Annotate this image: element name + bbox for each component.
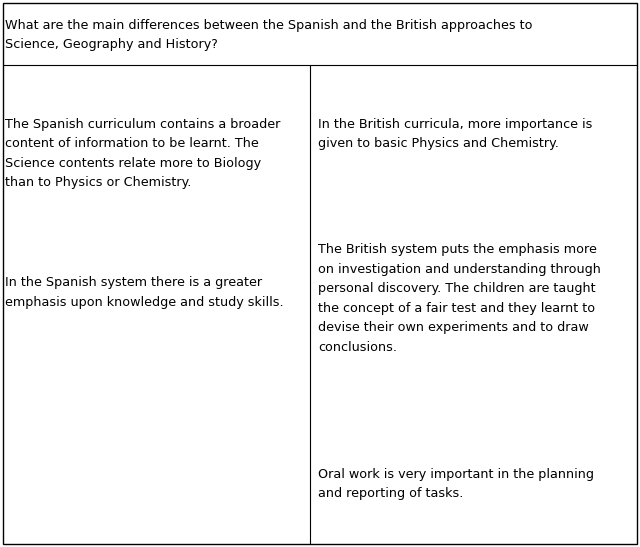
Text: The Spanish curriculum contains a broader
content of information to be learnt. T: The Spanish curriculum contains a broade… — [5, 118, 280, 189]
Text: In the Spanish system there is a greater
emphasis upon knowledge and study skill: In the Spanish system there is a greater… — [5, 276, 284, 309]
Text: The British system puts the emphasis more
on investigation and understanding thr: The British system puts the emphasis mor… — [318, 243, 601, 354]
Text: Oral work is very important in the planning
and reporting of tasks.: Oral work is very important in the plann… — [318, 468, 594, 500]
Text: In the British curricula, more importance is
given to basic Physics and Chemistr: In the British curricula, more importanc… — [318, 118, 593, 150]
Text: Science, Geography and History?: Science, Geography and History? — [5, 38, 218, 51]
Text: What are the main differences between the Spanish and the British approaches to: What are the main differences between th… — [5, 19, 532, 32]
